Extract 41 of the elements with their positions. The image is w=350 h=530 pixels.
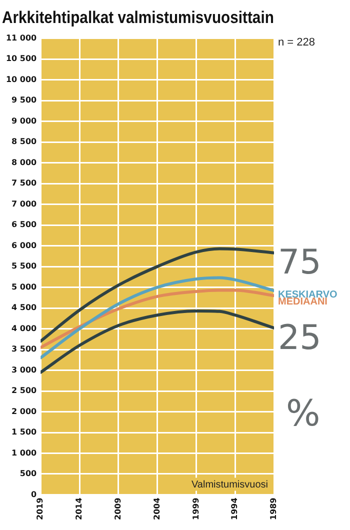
- series-label: MEDIAANI: [278, 296, 328, 308]
- y-tick-label: 2 500: [12, 386, 38, 396]
- y-tick-label: 7 000: [12, 199, 38, 208]
- chart-title: Arkkitehtipalkat valmistumisvuosittain: [2, 9, 274, 28]
- y-tick-label: 7 500: [12, 178, 38, 188]
- y-tick-label: 1 500: [12, 428, 38, 437]
- x-tick-label: 2009: [113, 497, 122, 520]
- y-tick-label: 5 000: [12, 282, 38, 292]
- y-tick-label: 2 000: [12, 406, 38, 416]
- y-tick-label: 6 000: [12, 240, 38, 250]
- y-tick-label: 11 000: [6, 33, 38, 42]
- y-tick-label: 8 000: [12, 158, 38, 167]
- y-tick-label: 10 500: [6, 54, 38, 64]
- x-axis-title: Valmistumisvuosi: [192, 479, 268, 490]
- y-tick-label: 8 500: [12, 137, 38, 146]
- y-tick-label: 3 500: [12, 344, 38, 354]
- x-tick-label: 1999: [191, 497, 200, 520]
- line-series: [40, 276, 274, 360]
- text: n = 228: [278, 36, 316, 48]
- y-tick-label: 3 000: [12, 365, 38, 374]
- series-label: 75: [278, 242, 322, 283]
- y-tick-label: 0: [31, 490, 38, 499]
- x-tick-label: 2004: [152, 497, 162, 520]
- y-tick-label: 4 500: [12, 303, 38, 312]
- line-series: [40, 309, 274, 374]
- y-tick-label: 5 500: [12, 262, 38, 271]
- y-tick-label: 1 000: [12, 448, 38, 458]
- y-tick-label: 4 000: [12, 324, 38, 333]
- y-tick-label: 9 000: [12, 116, 38, 126]
- series-label: 25: [278, 318, 322, 358]
- x-tick-label: 2014: [74, 497, 84, 520]
- line-series: [40, 288, 274, 349]
- x-tick-label: 1989: [269, 497, 278, 520]
- x-tick-label: 1994: [230, 497, 240, 520]
- y-tick-label: 6 500: [12, 220, 38, 230]
- y-tick-label: 500: [20, 469, 38, 478]
- text: %: [286, 393, 320, 434]
- y-tick-label: 9 500: [12, 96, 38, 105]
- line-series: [40, 247, 274, 343]
- x-tick-label: 2019: [36, 497, 45, 520]
- y-tick-label: 10 000: [6, 74, 38, 84]
